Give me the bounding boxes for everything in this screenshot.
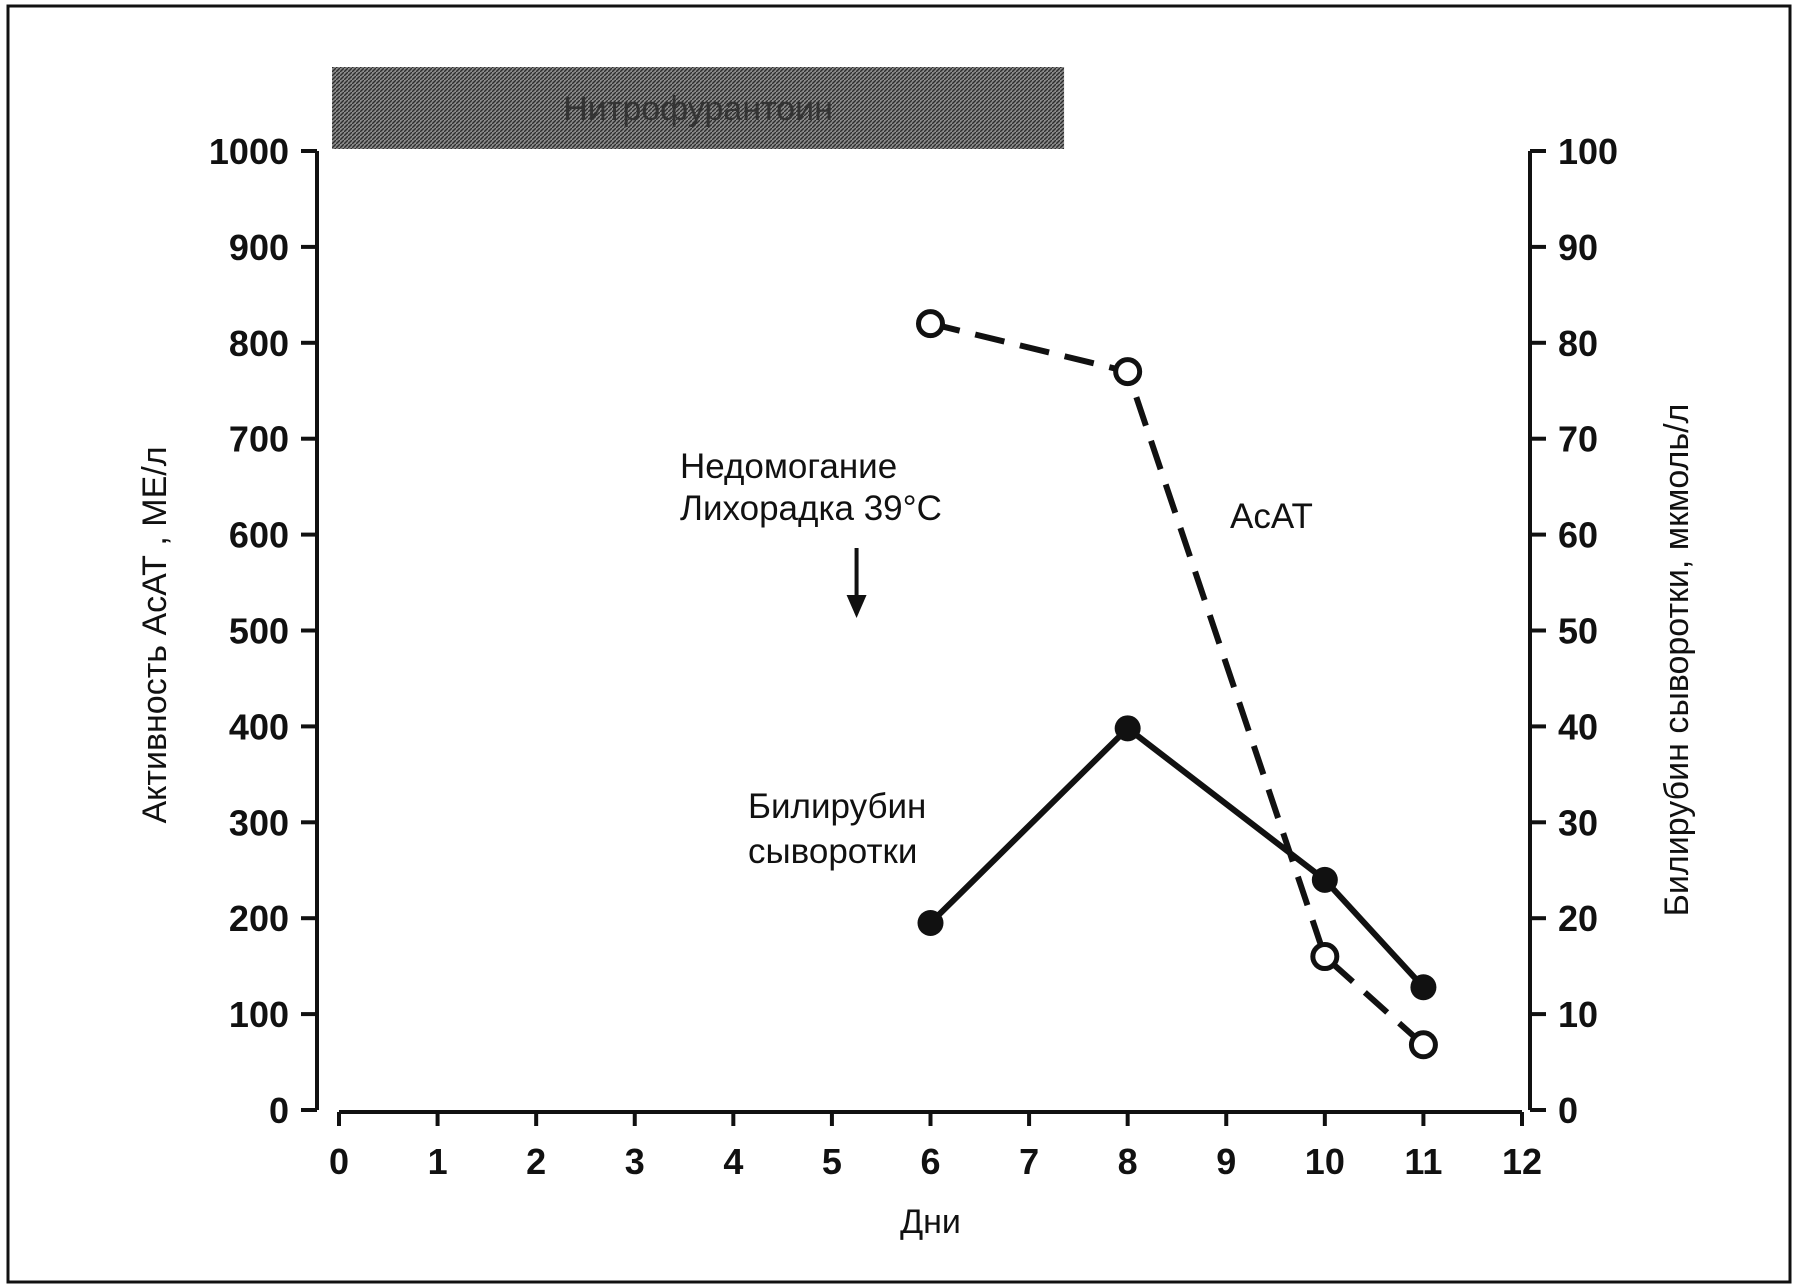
right-y-axis-title: Билирубин сыворотки, мкмоль/л (1658, 404, 1696, 917)
right-y-tick-label: 50 (1558, 611, 1598, 652)
right-y-tick-label: 80 (1558, 323, 1598, 364)
acat-data-point (1408, 1030, 1438, 1060)
x-tick-label: 1 (428, 1141, 448, 1182)
x-tick-label: 9 (1216, 1141, 1236, 1182)
bilirubin-series-line (928, 725, 1426, 990)
acat-data-point (1310, 942, 1340, 972)
series-layer (916, 309, 1438, 1060)
treatment-band: Нитрофурантоин (332, 67, 1065, 149)
figure-frame (6, 4, 1792, 1284)
left-y-tick-label: 700 (229, 419, 289, 460)
acat-series-label: АсАТ (1230, 497, 1313, 536)
left-y-tick-label: 300 (229, 802, 289, 843)
x-tick-label: 12 (1502, 1141, 1542, 1182)
left-y-axis-ticks: 0 100 200 300 400 500 600 700 800 900 1000 (209, 131, 317, 1131)
acat-series-line (929, 320, 1426, 1048)
left-y-axis-title: Активность АсАТ , МЕ/л (136, 446, 174, 823)
acat-data-point (916, 309, 945, 339)
left-y-tick-label: 200 (229, 898, 289, 939)
left-y-tick-label: 600 (229, 515, 289, 556)
left-y-tick-label: 100 (229, 994, 289, 1035)
left-y-tick-label: 400 (229, 706, 289, 747)
right-y-tick-label: 100 (1558, 131, 1618, 172)
x-tick-label: 0 (329, 1141, 349, 1182)
bilirubin-data-point (1114, 715, 1141, 742)
x-tick-label: 6 (920, 1141, 940, 1182)
bilirubin-series-label-line-2: сыворотки (748, 832, 917, 871)
right-y-tick-label: 0 (1558, 1090, 1578, 1131)
x-tick-label: 2 (526, 1141, 546, 1182)
left-y-tick-label: 800 (229, 323, 289, 364)
right-y-tick-label: 30 (1558, 802, 1598, 843)
axes: 0 1 2 3 4 5 6 7 8 9 10 11 12 01002003004005006007008… (209, 131, 1618, 1182)
x-tick-label: 5 (822, 1141, 842, 1182)
right-y-tick-label: 90 (1558, 227, 1598, 268)
right-y-tick-label: 40 (1558, 706, 1598, 747)
treatment-band-label: Нитрофурантоин (563, 90, 833, 128)
bilirubin-data-point (1410, 974, 1437, 1001)
event-annotation-line-2: Лихорадка 39°С (680, 489, 942, 528)
x-axis-ticks: 0 1 2 3 4 5 6 7 8 9 10 11 12 (329, 1112, 1542, 1182)
event-annotation: Недомогание Лихорадка 39°С (680, 447, 942, 618)
x-tick-label: 3 (625, 1141, 645, 1182)
left-y-tick-label: 1000 (209, 131, 289, 172)
bilirubin-data-point (1311, 866, 1338, 893)
x-tick-label: 7 (1019, 1141, 1039, 1182)
x-tick-label: 8 (1118, 1141, 1138, 1182)
bilirubin-series-label-line-1: Билирубин (748, 787, 926, 826)
event-arrow-head (846, 595, 867, 618)
right-y-tick-label: 10 (1558, 994, 1598, 1035)
right-y-tick-label: 60 (1558, 515, 1598, 556)
right-y-tick-label: 70 (1558, 419, 1598, 460)
event-annotation-line-1: Недомогание (680, 447, 897, 486)
right-y-tick-label: 20 (1558, 898, 1598, 939)
x-tick-label: 10 (1305, 1141, 1345, 1182)
left-y-tick-label: 900 (229, 227, 289, 268)
acat-data-point (1113, 357, 1143, 387)
treatment-band-bar (332, 67, 1065, 149)
right-y-axis-ticks: 0 10 20 30 40 50 60 70 80 90 100 (1530, 131, 1618, 1131)
x-axis-title: Дни (900, 1203, 961, 1241)
left-y-tick-label: 500 (229, 611, 289, 652)
left-y-tick-label: 0 (269, 1090, 289, 1131)
x-tick-label: 4 (723, 1141, 743, 1182)
x-tick-label: 11 (1404, 1141, 1442, 1182)
bilirubin-data-point (917, 909, 944, 936)
